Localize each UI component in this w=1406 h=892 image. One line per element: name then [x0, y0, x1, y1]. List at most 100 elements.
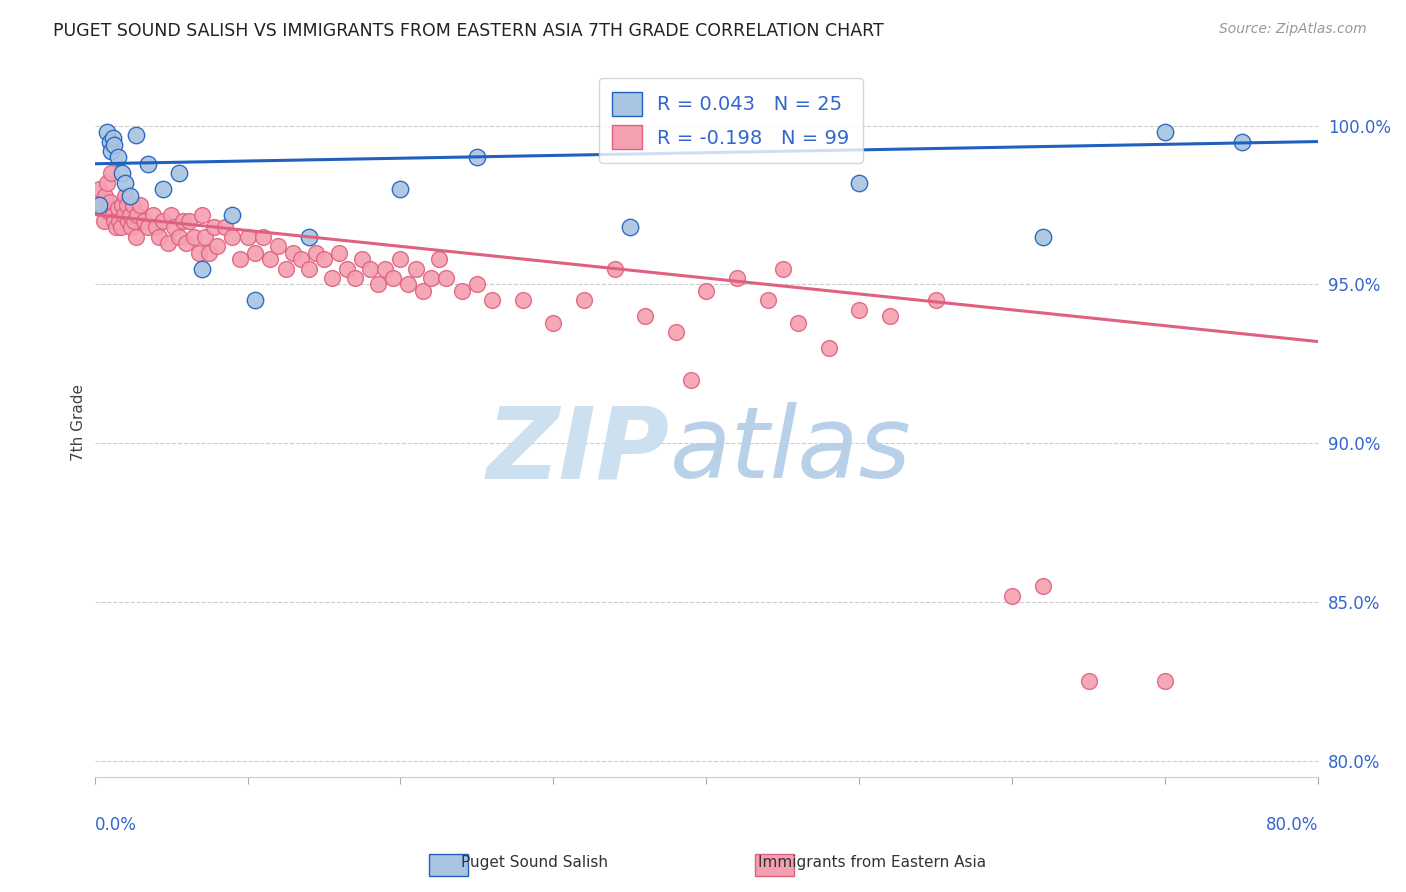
Point: [148, 229, 170, 244]
Point: [1154, 674, 1177, 689]
Point: [298, 261, 321, 276]
Text: Source: ZipAtlas.com: Source: ZipAtlas.com: [1219, 22, 1367, 37]
Point: [136, 220, 159, 235]
Point: [198, 245, 221, 260]
Point: [176, 236, 198, 251]
Text: Immigrants from Eastern Asia: Immigrants from Eastern Asia: [758, 855, 986, 870]
Y-axis label: 7th Grade: 7th Grade: [72, 384, 86, 461]
Point: [124, 214, 146, 228]
Point: [125, 229, 148, 244]
Point: [336, 261, 359, 276]
Point: [114, 176, 136, 190]
Point: [194, 229, 217, 244]
Point: [108, 214, 131, 228]
Point: [359, 261, 381, 276]
Point: [603, 261, 626, 276]
Point: [756, 293, 779, 308]
Point: [152, 182, 174, 196]
Point: [96, 125, 118, 139]
Point: [96, 176, 118, 190]
Point: [110, 220, 132, 235]
Point: [120, 220, 142, 235]
Point: [115, 198, 138, 212]
Point: [274, 261, 297, 276]
Point: [465, 277, 488, 292]
Point: [681, 373, 703, 387]
Point: [229, 252, 252, 266]
Point: [107, 150, 129, 164]
Point: [101, 131, 124, 145]
Point: [259, 252, 281, 266]
Point: [202, 220, 225, 235]
Point: [695, 284, 717, 298]
Point: [374, 261, 396, 276]
Point: [127, 208, 149, 222]
Point: [100, 166, 122, 180]
Point: [450, 284, 472, 298]
Point: [305, 245, 328, 260]
Point: [103, 137, 125, 152]
Point: [121, 198, 143, 212]
Point: [94, 188, 117, 202]
Point: [167, 166, 190, 180]
Point: [98, 194, 121, 209]
Point: [1032, 229, 1054, 244]
Point: [132, 214, 155, 228]
Point: [136, 157, 159, 171]
Point: [89, 198, 111, 212]
Point: [112, 208, 135, 222]
Point: [725, 271, 748, 285]
Point: [328, 245, 350, 260]
Point: [117, 214, 139, 228]
Text: 0.0%: 0.0%: [94, 815, 136, 833]
Point: [1077, 674, 1099, 689]
Point: [512, 293, 534, 308]
Point: [114, 188, 136, 202]
Point: [187, 245, 209, 260]
Text: PUGET SOUND SALISH VS IMMIGRANTS FROM EASTERN ASIA 7TH GRADE CORRELATION CHART: PUGET SOUND SALISH VS IMMIGRANTS FROM EA…: [53, 22, 884, 40]
Point: [129, 198, 152, 212]
Point: [190, 261, 212, 276]
Point: [772, 261, 794, 276]
Point: [89, 182, 111, 196]
Point: [190, 208, 212, 222]
Text: Puget Sound Salish: Puget Sound Salish: [461, 855, 607, 870]
Point: [118, 208, 141, 222]
Point: [142, 208, 165, 222]
Point: [267, 239, 290, 253]
Point: [848, 302, 870, 317]
Point: [145, 220, 167, 235]
Point: [787, 316, 810, 330]
Point: [321, 271, 343, 285]
Point: [104, 220, 127, 235]
Point: [352, 252, 374, 266]
Point: [389, 252, 412, 266]
Point: [925, 293, 948, 308]
Point: [848, 176, 870, 190]
Point: [183, 229, 205, 244]
Point: [427, 252, 450, 266]
Point: [1154, 125, 1177, 139]
Point: [243, 293, 266, 308]
Point: [572, 293, 595, 308]
Point: [1230, 135, 1253, 149]
Point: [243, 245, 266, 260]
Point: [389, 182, 412, 196]
Point: [381, 271, 404, 285]
Point: [221, 229, 243, 244]
Point: [172, 214, 194, 228]
Point: [167, 229, 190, 244]
Point: [252, 229, 274, 244]
Point: [103, 214, 125, 228]
Point: [98, 135, 121, 149]
Point: [420, 271, 443, 285]
Point: [91, 198, 114, 212]
Point: [312, 252, 335, 266]
Point: [1032, 579, 1054, 593]
Point: [879, 309, 901, 323]
Point: [367, 277, 389, 292]
Point: [1001, 589, 1024, 603]
Point: [434, 271, 457, 285]
Point: [665, 325, 688, 339]
Point: [221, 208, 243, 222]
